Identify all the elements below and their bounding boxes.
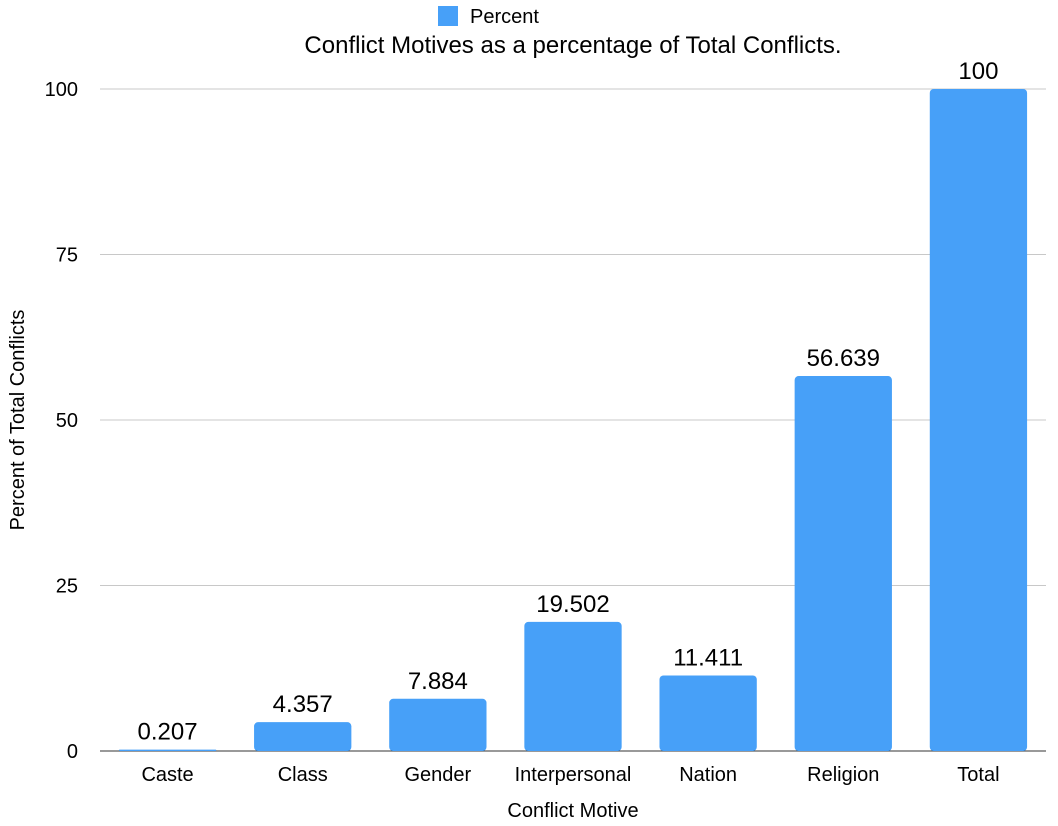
x-tick-label: Caste	[141, 764, 193, 786]
x-tick-label: Religion	[807, 764, 879, 786]
data-label: 19.502	[536, 591, 609, 618]
bar-nation	[659, 675, 757, 751]
x-tick-label: Gender	[404, 764, 471, 786]
data-labels: 0.207 4.357 7.884 19.502 11.411 56.639 100	[138, 58, 999, 746]
bars	[118, 89, 1028, 751]
bar-religion	[794, 376, 892, 751]
y-tick-label: 50	[56, 410, 78, 432]
legend-swatch	[438, 6, 458, 26]
x-axis-title: Conflict Motive	[507, 800, 638, 822]
bar-gender	[389, 698, 487, 751]
y-tick-label: 0	[67, 741, 78, 763]
bar-interpersonal	[524, 621, 622, 751]
bar-class	[254, 722, 352, 751]
y-tick-label: 75	[56, 245, 78, 267]
legend-label: Percent	[470, 6, 539, 28]
x-tick-label: Class	[278, 764, 328, 786]
x-tick-labels: Caste Class Gender Interpersonal Nation Relig…	[141, 764, 999, 786]
y-tick-label: 100	[45, 79, 78, 101]
x-tick-label: Nation	[679, 764, 737, 786]
bar-total	[929, 89, 1028, 751]
data-label: 100	[958, 58, 998, 85]
bar-caste	[118, 749, 217, 751]
data-label: 0.207	[138, 719, 198, 746]
y-tick-labels: 0 25 50 75 100	[45, 79, 78, 763]
data-label: 7.884	[408, 668, 468, 695]
y-axis-title: Percent of Total Conflicts	[7, 310, 29, 531]
chart-title: Conflict Motives as a percentage of Tota…	[304, 32, 841, 59]
y-tick-label: 25	[56, 576, 78, 598]
data-label: 56.639	[807, 345, 880, 372]
data-label: 4.357	[273, 691, 333, 718]
x-tick-label: Total	[957, 764, 999, 786]
data-label: 11.411	[673, 644, 743, 671]
x-tick-label: Interpersonal	[515, 764, 632, 786]
